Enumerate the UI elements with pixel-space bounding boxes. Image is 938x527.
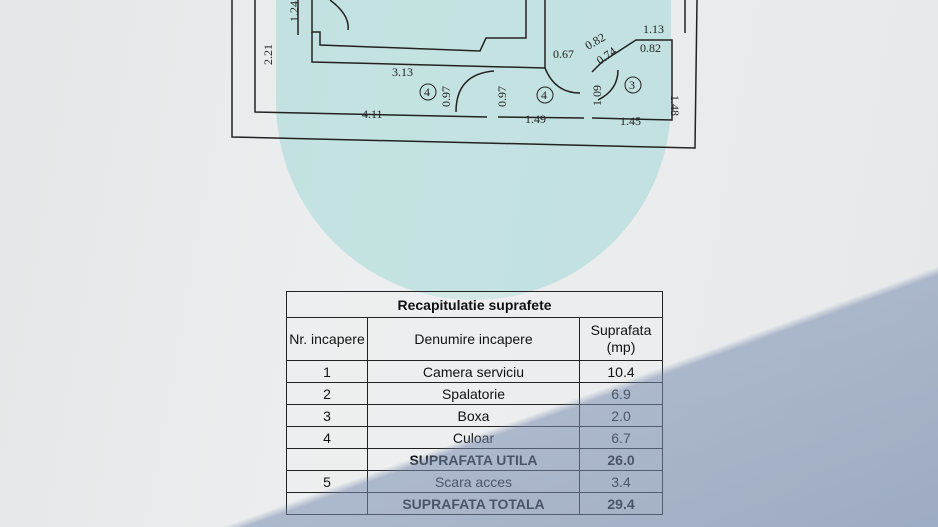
room-marker: 4 <box>424 85 430 99</box>
dim-label: 1.13 <box>643 22 664 36</box>
cell-nr: 2 <box>286 382 368 405</box>
cell-name: SUPRAFATA UTILA <box>367 448 580 471</box>
wall-corridor-top <box>311 0 546 69</box>
dim-label: 0.97 <box>495 86 509 107</box>
dim-label: 1.45 <box>620 114 641 128</box>
cell-area: 10.4 <box>579 360 663 383</box>
room-marker: 4 <box>541 88 547 102</box>
door-arc <box>455 70 495 113</box>
dim-label: 2.21 <box>261 44 275 65</box>
cell-name: Spalatorie <box>367 382 580 405</box>
dim-label: 3.13 <box>392 65 413 79</box>
table-row: 4 Culoar 6.7 <box>286 426 663 449</box>
dim-label: 1.48 <box>668 95 682 116</box>
cell-name: Scara acces <box>367 470 580 493</box>
area-summary-table: Recapitulatie suprafete Nr. incapere Den… <box>286 291 663 515</box>
cell-nr: 5 <box>286 470 368 493</box>
table-row: 3 Boxa 2.0 <box>286 404 663 427</box>
header-area: Suprafata (mp) <box>579 317 663 361</box>
floor-plan: 1.24 2.21 3.13 4.11 0.97 0.97 1.49 0.67 … <box>231 0 698 149</box>
cell-name: Culoar <box>367 426 580 449</box>
cell-name: Boxa <box>367 404 580 427</box>
cell-area: 29.4 <box>579 492 663 515</box>
cell-name: Camera serviciu <box>367 360 580 383</box>
dim-label: 1.49 <box>525 112 546 126</box>
cell-nr <box>286 448 368 471</box>
subtotal-row: SUPRAFATA UTILA 26.0 <box>286 448 663 471</box>
cell-area: 6.7 <box>579 426 663 449</box>
dim-label: 1.09 <box>590 85 604 106</box>
dim-label: 0.97 <box>439 86 453 107</box>
cell-nr: 3 <box>286 404 368 427</box>
room-marker: 3 <box>629 78 635 92</box>
door-arc <box>329 0 349 31</box>
header-nr: Nr. incapere <box>286 317 368 361</box>
cell-area: 26.0 <box>579 448 663 471</box>
dim-label: 1.24 <box>287 1 301 22</box>
cell-nr: 4 <box>286 426 368 449</box>
cell-area: 3.4 <box>579 470 663 493</box>
table-row: 2 Spalatorie 6.9 <box>286 382 663 405</box>
cell-area: 2.0 <box>579 404 663 427</box>
wall-room-upper <box>311 0 527 52</box>
table-header-row: Nr. incapere Denumire incapere Suprafata… <box>286 317 663 361</box>
cell-nr <box>286 492 368 515</box>
dim-label: 0.82 <box>640 41 661 55</box>
table-title: Recapitulatie suprafete <box>286 291 663 318</box>
total-row: SUPRAFATA TOTALA 29.4 <box>286 492 663 515</box>
dim-label: 4.11 <box>362 107 383 121</box>
table-row: 1 Camera serviciu 10.4 <box>286 360 663 383</box>
table-row: 5 Scara acces 3.4 <box>286 470 663 493</box>
cell-nr: 1 <box>286 360 368 383</box>
header-name: Denumire incapere <box>367 317 580 361</box>
cell-name: SUPRAFATA TOTALA <box>367 492 580 515</box>
dim-label: 0.67 <box>553 47 574 61</box>
cell-area: 6.9 <box>579 382 663 405</box>
